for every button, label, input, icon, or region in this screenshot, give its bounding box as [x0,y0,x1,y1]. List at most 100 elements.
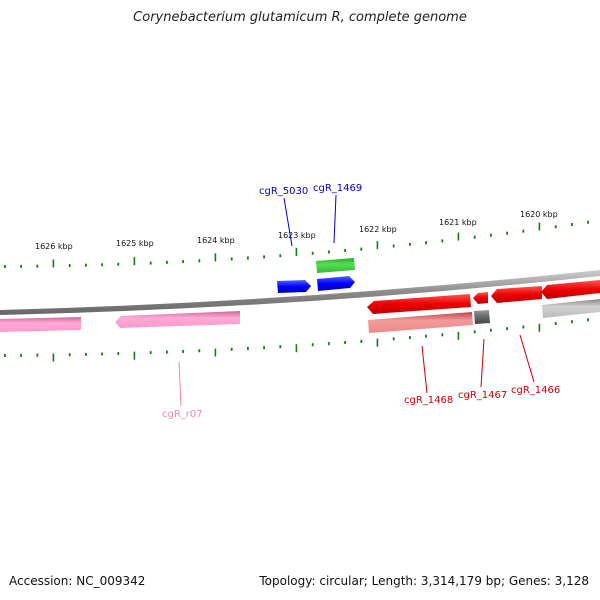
forward-strand-genes [277,258,355,293]
gene-cgR_1468-lower[interactable] [368,312,473,333]
accession-label: Accession: NC_009342 [9,574,146,588]
minor-tick [149,351,152,355]
gene-cgR_1469[interactable] [317,276,355,291]
leader-cgR_1469 [333,194,337,244]
minor-tick [554,321,557,325]
major-tick [295,248,298,257]
minor-tick [36,353,39,357]
minor-tick [360,247,363,251]
gene-cgR_1466[interactable] [491,286,542,303]
gene-label-cgR_1467[interactable]: cgR_1467 [458,390,507,401]
tick-label-1626: 1626 kbp [35,242,73,251]
rna-gene-upper[interactable] [316,258,355,273]
gene-label-cgR_r07[interactable]: cgR_r07 [162,409,203,420]
minor-tick [117,352,120,356]
gene-cgR_5030[interactable] [277,280,311,293]
genome-title: Corynebacterium glutamicum R, complete g… [133,10,467,25]
minor-tick [344,341,346,345]
minor-tick [587,220,589,224]
minor-tick [247,256,249,260]
minor-tick [36,264,39,268]
major-tick [214,253,217,262]
minor-tick [68,353,71,357]
major-tick [214,348,217,357]
gene-cgR_1468[interactable] [367,294,471,314]
minor-tick [441,239,444,243]
minor-tick [587,318,589,322]
minor-tick [279,345,282,349]
tick-label-1622: 1622 kbp [359,225,397,234]
minor-tick [182,260,184,264]
leader-cgR_1468 [421,345,428,394]
gene-right-edge[interactable] [541,280,600,299]
gene-cgR_1467[interactable] [473,292,488,304]
gene-label-cgR_1466[interactable]: cgR_1466 [511,385,560,396]
minor-tick [392,337,395,341]
minor-tick [166,350,168,354]
minor-tick [101,352,103,356]
leader-cgR_r07 [178,361,182,407]
leader-cgR_1466 [519,334,535,383]
genome-summary: Topology: circular; Length: 3,314,179 bp… [259,574,589,588]
minor-tick [247,346,249,350]
inner-tick-ring [4,318,589,362]
minor-tick [263,255,265,259]
major-tick [538,222,541,231]
minor-tick [571,223,573,227]
minor-tick [198,349,201,353]
gene-cgR_1467-lower[interactable] [474,310,490,324]
gene-labels: cgR_5030 cgR_1469 cgR_r07 cgR_1468 cgR_1… [162,183,560,420]
minor-tick [149,261,152,265]
gene-label-cgR_1469[interactable]: cgR_1469 [313,183,362,194]
gene-label-cgR_5030[interactable]: cgR_5030 [259,186,308,197]
minor-tick [506,231,508,235]
minor-tick [166,260,168,264]
minor-tick [360,339,363,343]
minor-tick [392,244,395,248]
minor-tick [101,263,103,267]
minor-tick [68,264,71,268]
major-tick [52,353,55,362]
gene-gray-right[interactable] [542,299,600,318]
minor-tick [473,330,476,334]
minor-tick [85,352,87,356]
minor-tick [279,254,282,258]
minor-tick [409,242,411,246]
major-tick [133,257,136,266]
minor-tick [117,262,120,266]
minor-tick [311,343,314,347]
minor-tick [571,320,573,324]
outer-tick-ring [4,220,589,268]
genome-backbone [0,270,600,315]
tick-label-1621: 1621 kbp [439,218,477,227]
major-tick [376,241,379,250]
major-tick [376,338,379,347]
minor-tick [311,251,314,255]
minor-tick [490,233,492,237]
minor-tick [490,328,492,332]
minor-tick [85,263,87,267]
gene-label-cgR_1468[interactable]: cgR_1468 [404,395,453,406]
minor-tick [441,333,444,337]
minor-tick [198,259,201,263]
minor-tick [409,336,411,340]
gene-cgR_r07-left[interactable] [0,317,81,332]
leader-cgR_5030 [283,197,293,247]
minor-tick [473,235,476,239]
minor-tick [263,346,265,350]
gene-cgR_r07[interactable] [115,311,240,328]
minor-tick [182,349,184,353]
minor-tick [425,241,427,245]
major-tick [133,351,136,360]
minor-tick [230,257,233,261]
minor-tick [425,334,427,338]
major-tick [295,344,298,353]
minor-tick [328,250,330,254]
major-tick [457,331,460,340]
gene-label-leaders [178,194,535,407]
minor-tick [506,327,508,331]
reverse-strand-genes [0,280,600,333]
minor-tick [4,264,6,268]
minor-tick [20,264,22,268]
